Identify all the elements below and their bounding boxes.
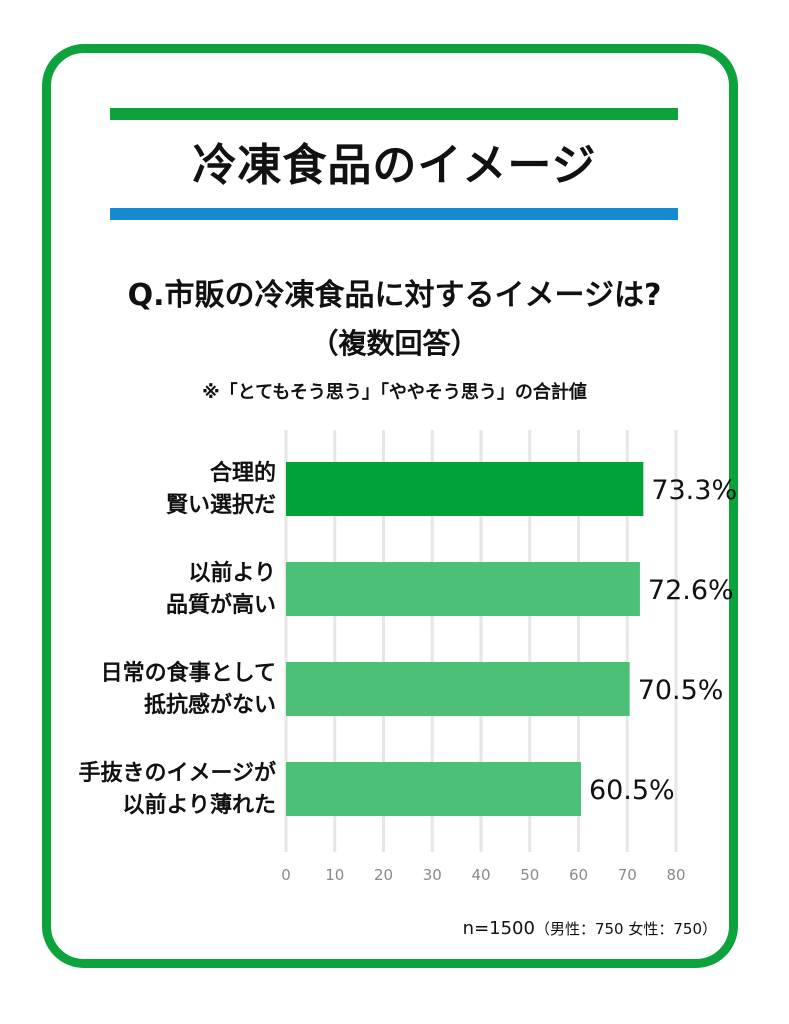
x-tick-label: 20 xyxy=(374,866,393,884)
bar xyxy=(286,462,644,516)
category-label: 抵抗感がない xyxy=(144,692,276,718)
x-tick-label: 40 xyxy=(471,866,490,884)
question-note: ※「とてもそう思う」「ややそう思う」の合計値 xyxy=(202,382,587,403)
bar xyxy=(286,662,630,716)
category-label: 品質が高い xyxy=(166,592,276,618)
bar xyxy=(286,762,581,816)
category-label: 賢い選択だ xyxy=(166,493,276,518)
category-label: 以前より薄れた xyxy=(122,792,276,818)
question-text: Q.市販の冷凍食品に対するイメージは? xyxy=(127,278,662,313)
x-tick-label: 0 xyxy=(281,866,291,884)
title-rule-top xyxy=(110,108,678,120)
x-tick-label: 50 xyxy=(520,866,539,884)
sample-breakdown: （男性：750 女性：750） xyxy=(534,920,717,938)
x-tick-label: 10 xyxy=(325,866,344,884)
sample-size-note: n=1500（男性：750 女性：750） xyxy=(463,916,717,942)
question-subtext: （複数回答） xyxy=(310,327,479,360)
value-label: 60.5% xyxy=(589,775,675,806)
page-title: 冷凍食品のイメージ xyxy=(192,140,597,191)
value-label: 70.5% xyxy=(638,675,724,706)
x-tick-label: 70 xyxy=(618,866,637,884)
sample-size: n=1500 xyxy=(462,918,535,939)
value-label: 72.6% xyxy=(648,575,734,606)
x-tick-label: 80 xyxy=(666,866,685,884)
title-rule-bottom xyxy=(110,208,678,220)
value-label: 73.3% xyxy=(651,475,737,506)
category-label: 合理的 xyxy=(210,460,276,486)
x-tick-label: 60 xyxy=(569,866,588,884)
category-label: 手抜きのイメージが xyxy=(78,760,276,786)
x-tick-label: 30 xyxy=(423,866,442,884)
bar xyxy=(286,562,640,616)
category-label: 以前より xyxy=(188,560,276,586)
category-label: 日常の食事として xyxy=(101,660,276,686)
